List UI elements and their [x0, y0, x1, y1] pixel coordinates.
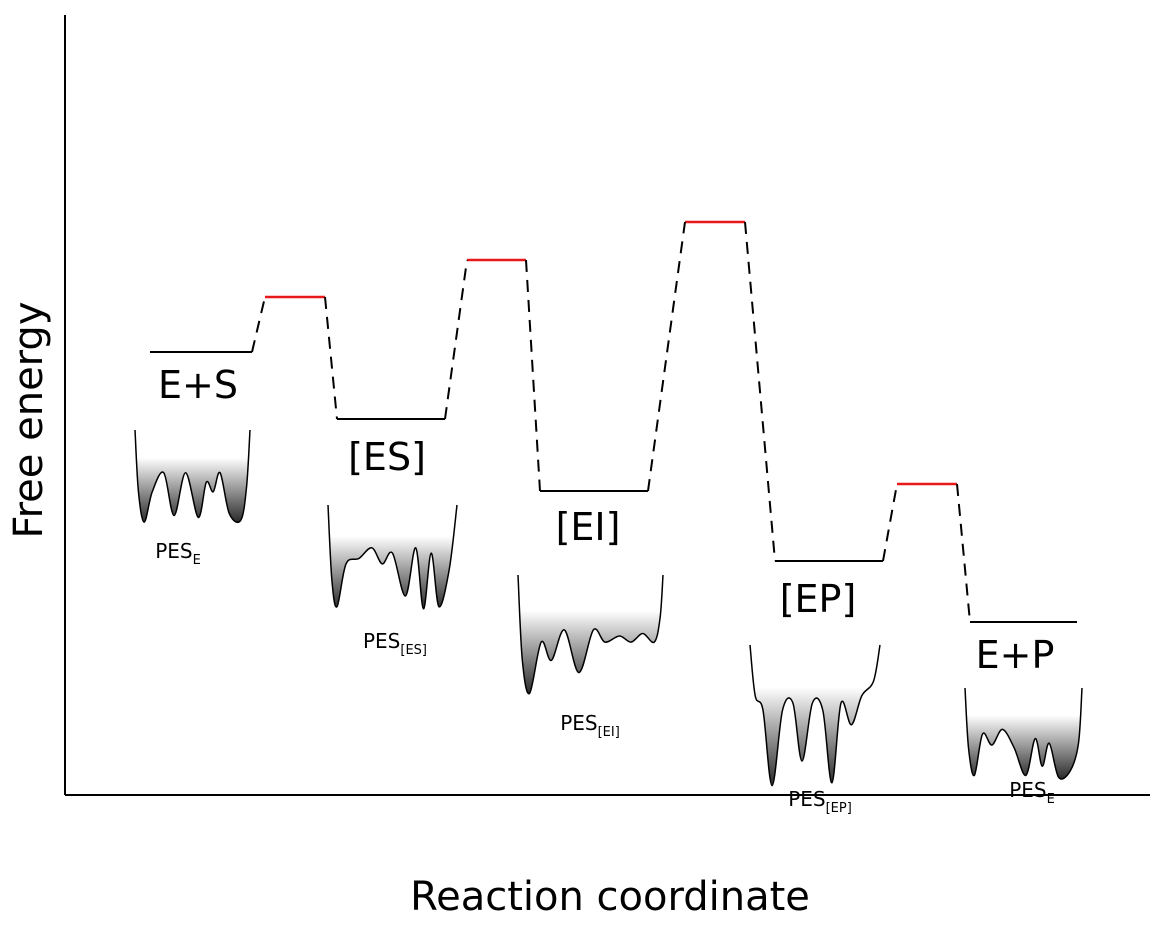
y-axis-label: Free energy [6, 302, 52, 539]
pes-well [327, 504, 458, 610]
state-label: E+P [976, 633, 1055, 677]
x-axis-label: Reaction coordinate [410, 874, 810, 920]
pes-name: PES [155, 539, 192, 563]
pes-name: PES [788, 787, 825, 811]
pes-subscript: [ES] [400, 643, 427, 658]
pes-name: PES [1009, 778, 1046, 802]
state-label: [EP] [780, 577, 857, 621]
pes-subscript: [EP] [826, 801, 852, 816]
dashed-connector [251, 296, 266, 353]
pes-well [134, 429, 251, 523]
pes-subscript: [EI] [598, 725, 620, 740]
dashed-connector [956, 483, 971, 623]
pes-name: PES [560, 711, 597, 735]
state-label: [EI] [556, 505, 621, 549]
pes-label: PESE [155, 539, 201, 568]
dashed-connector [444, 259, 468, 420]
pes-well [964, 687, 1083, 780]
pes-well [749, 644, 881, 787]
pes-subscript: E [193, 553, 201, 568]
state-label: E+S [158, 363, 238, 407]
pes-label: PES[EI] [560, 711, 620, 740]
state-label: [ES] [348, 435, 426, 479]
dashed-connector [324, 296, 338, 420]
pes-label: PES[EP] [788, 787, 852, 816]
pes-label: PESE [1009, 778, 1055, 807]
dashed-connector [882, 483, 898, 562]
dashed-connector [647, 221, 686, 492]
pes-subscript: E [1047, 792, 1055, 807]
pes-well [517, 574, 664, 695]
pes-label: PES[ES] [363, 629, 427, 658]
pes-name: PES [363, 629, 400, 653]
dashed-connector [525, 259, 541, 492]
dashed-connector [744, 221, 776, 562]
